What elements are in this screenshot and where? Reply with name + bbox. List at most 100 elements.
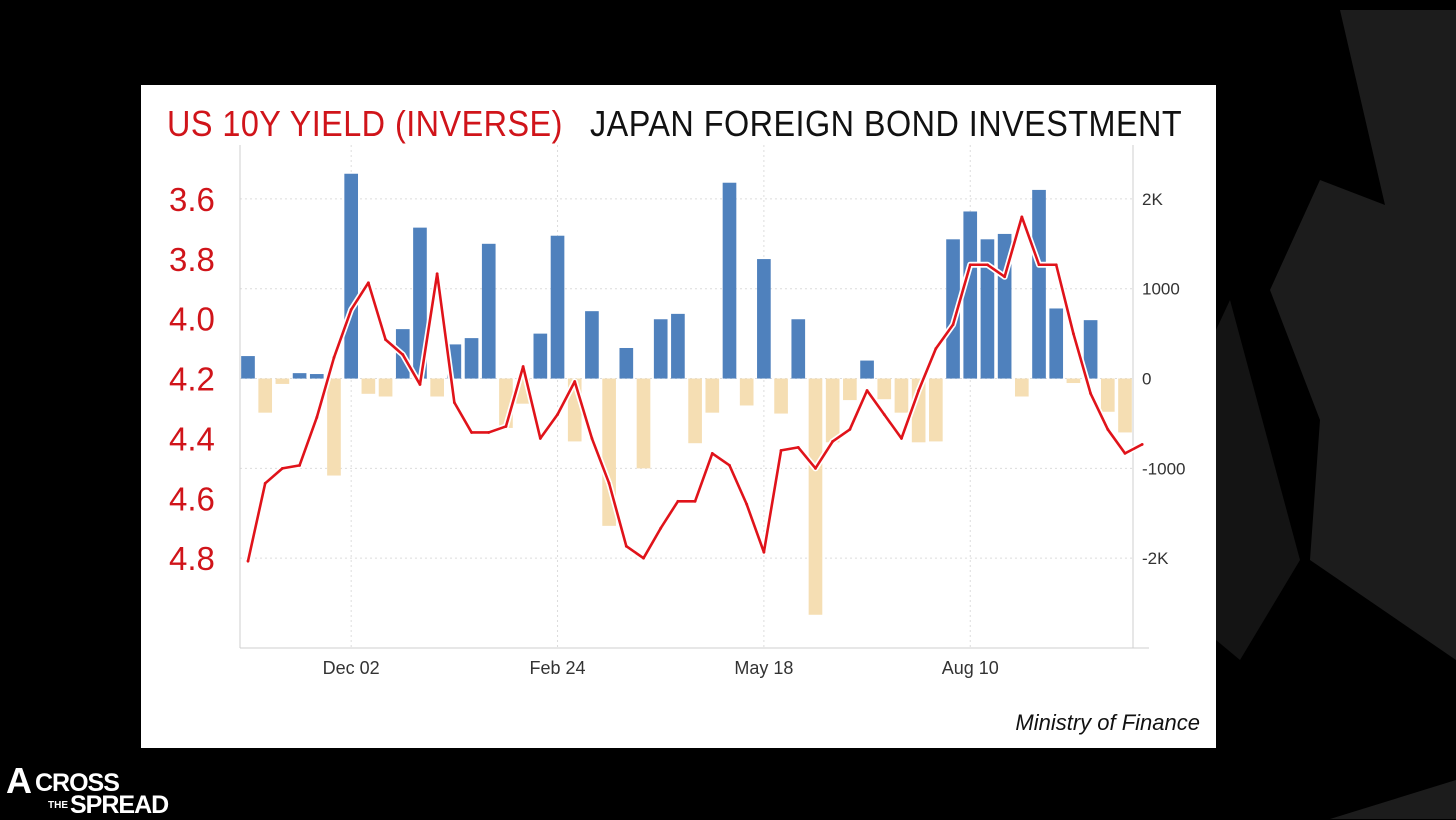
bar (757, 259, 771, 379)
logo-letter-a: A (6, 760, 32, 801)
bar (464, 338, 479, 379)
yield-point (384, 338, 387, 342)
yield-point (401, 353, 405, 356)
yield-point (624, 544, 628, 548)
yield-point (504, 425, 508, 428)
yield-point (418, 383, 422, 386)
yield-point (676, 499, 680, 503)
yield-point (1003, 275, 1007, 279)
bar (808, 378, 823, 615)
left-tick-label: 4.2 (169, 361, 215, 398)
yield-point (607, 481, 611, 485)
yield-point (710, 451, 714, 455)
x-tick-label: Feb 24 (530, 658, 586, 678)
yield-point (246, 559, 250, 563)
yield-point (642, 556, 645, 560)
yield-point (1140, 443, 1144, 446)
bar (241, 356, 255, 379)
yield-point (728, 463, 731, 467)
source-label: Ministry of Finance (1015, 710, 1200, 735)
bar (705, 378, 720, 413)
bar (1100, 378, 1115, 412)
yield-point (693, 499, 697, 503)
yield-point (865, 389, 869, 392)
yield-point (452, 401, 456, 404)
yield-point (487, 431, 491, 434)
bar (980, 239, 995, 379)
bar (688, 378, 702, 444)
bar (653, 319, 668, 379)
bar (378, 378, 393, 397)
bar (860, 360, 874, 379)
logo-word-the: THE (48, 800, 68, 811)
bar (619, 347, 634, 379)
bar (430, 378, 444, 397)
yield-point (934, 347, 938, 350)
bar (739, 378, 754, 406)
bar (946, 239, 960, 379)
x-tick-label: May 18 (734, 658, 793, 678)
bar (344, 173, 359, 379)
yield-point (521, 365, 525, 368)
yield-point (659, 526, 663, 530)
left-tick-label: 4.8 (169, 540, 215, 577)
bar (825, 378, 840, 443)
yield-point (280, 466, 284, 470)
yield-point (762, 550, 766, 554)
yield-point (538, 437, 542, 440)
bar (774, 378, 788, 414)
bar (292, 373, 307, 379)
yield-point (848, 428, 852, 431)
bar (1032, 189, 1046, 379)
yield-point (1037, 263, 1041, 267)
bar (481, 243, 496, 379)
across-the-spread-logo: A CROSS THE SPREAD (4, 760, 174, 819)
yield-point (831, 440, 835, 443)
right-tick-label: 0 (1142, 370, 1151, 389)
yield-point (435, 272, 439, 276)
right-tick-label: -1000 (1142, 459, 1185, 478)
bar (1118, 378, 1132, 433)
yield-point (900, 437, 903, 440)
bar (963, 211, 978, 379)
bar (671, 313, 685, 379)
bar (1066, 378, 1081, 384)
yield-point (779, 448, 783, 452)
left-tick-label: 4.6 (169, 480, 215, 517)
bar (585, 311, 599, 379)
yield-point (470, 431, 473, 434)
yield-point (573, 380, 577, 383)
yield-point (1020, 215, 1024, 219)
bar (533, 333, 548, 379)
yield-point (814, 466, 817, 470)
left-tick-label: 4.0 (169, 301, 215, 338)
left-tick-label: 4.4 (169, 420, 215, 457)
logo-word-spread: SPREAD (70, 791, 169, 819)
bar (1049, 308, 1064, 379)
bar (550, 235, 565, 379)
bar (636, 378, 651, 469)
yield-point (917, 389, 921, 392)
yield-point (366, 281, 370, 285)
bar (843, 378, 857, 401)
right-tick-label: 2K (1142, 190, 1163, 209)
bar (929, 378, 943, 442)
yield-point (315, 416, 319, 419)
bond-investment-chart: 2K 1000 0 -1000 -2K 3.6 3.8 4.0 4.2 4.4 4.6 4.8 Dec … (169, 145, 1185, 678)
yield-point (968, 263, 972, 267)
yield-point (332, 356, 336, 359)
yield-point (1072, 332, 1075, 336)
right-tick-label: 1000 (1142, 280, 1180, 299)
yield-point (951, 323, 955, 327)
bar (309, 374, 324, 379)
yield-point (1106, 428, 1110, 431)
bar (361, 378, 376, 394)
left-tick-label: 3.8 (169, 241, 215, 278)
bar (722, 182, 737, 379)
bar (1083, 320, 1098, 379)
yield-point (882, 413, 886, 416)
logo-word-cross: CROSS (35, 769, 120, 797)
yield-point (263, 481, 267, 485)
yield-point (556, 413, 559, 416)
bar (1014, 378, 1029, 397)
